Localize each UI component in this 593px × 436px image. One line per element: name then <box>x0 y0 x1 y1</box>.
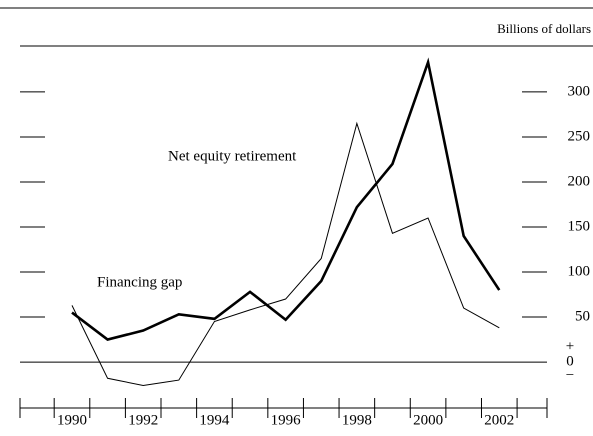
x-tick-label: 1994 <box>199 412 230 428</box>
zero-sign: + <box>566 339 574 355</box>
data-line <box>71 121 500 386</box>
annotation: Financing gap <box>97 274 182 290</box>
x-tick-label: 1998 <box>342 412 372 428</box>
y-tick-label: 250 <box>568 128 591 144</box>
y-tick-label: 150 <box>568 218 591 234</box>
y-tick-label: 100 <box>568 263 591 279</box>
x-tick-label: 1990 <box>57 412 87 428</box>
y-tick-label: 300 <box>568 83 591 99</box>
y-tick-label: 200 <box>568 173 591 189</box>
unit-label: Billions of dollars <box>497 21 591 36</box>
x-tick-label: 2000 <box>413 412 443 428</box>
x-tick-label: 1996 <box>271 412 302 428</box>
zero-sign: − <box>566 368 574 384</box>
annotation: Net equity retirement <box>168 148 297 164</box>
y-tick-label: 0 <box>566 354 574 370</box>
data-line <box>71 57 501 341</box>
y-tick-label: 50 <box>575 308 590 324</box>
x-tick-label: 2002 <box>484 412 514 428</box>
x-tick-label: 1992 <box>128 412 158 428</box>
